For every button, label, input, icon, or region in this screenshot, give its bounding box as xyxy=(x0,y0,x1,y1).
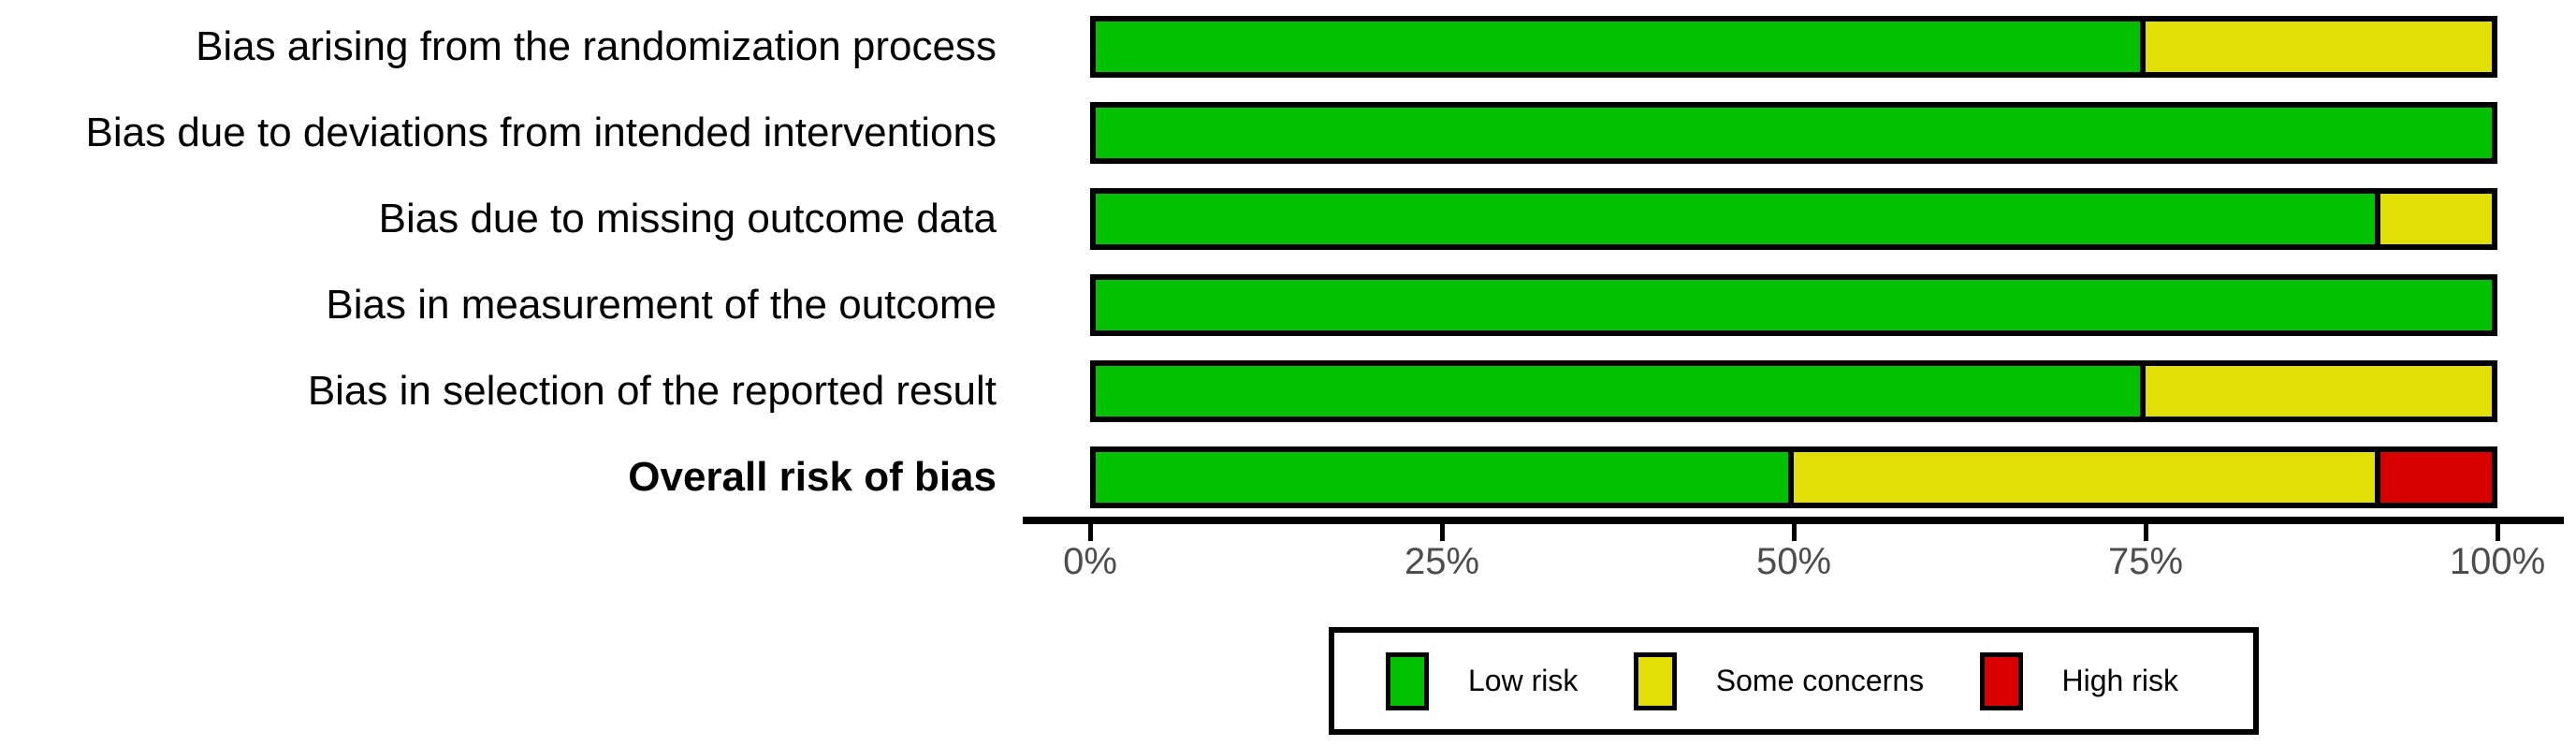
bar-segment-low-risk xyxy=(1090,16,2146,78)
x-tick-label: 25% xyxy=(1404,541,1480,582)
legend-item-high-risk: High risk xyxy=(1979,651,2178,710)
bar-segment-some-concerns xyxy=(2375,188,2497,250)
bar xyxy=(1090,446,2497,508)
bar xyxy=(1090,360,2497,422)
legend-label: High risk xyxy=(2061,664,2178,697)
bar-segment-high-risk xyxy=(2375,446,2497,508)
x-tick-label: 75% xyxy=(2107,541,2184,582)
legend-label: Low risk xyxy=(1468,664,1579,697)
bar-segment-some-concerns xyxy=(1788,446,2381,508)
legend-item-low-risk: Low risk xyxy=(1386,651,1579,710)
legend-swatch-some-concerns xyxy=(1633,651,1677,710)
x-tick-label: 50% xyxy=(1755,541,1832,582)
bar-segment-low-risk xyxy=(1090,188,2381,250)
x-tick xyxy=(2496,520,2500,541)
category-label: Bias due to missing outcome data xyxy=(378,196,997,241)
bar-segment-low-risk xyxy=(1090,274,2497,336)
category-label: Overall risk of bias xyxy=(628,454,997,500)
legend-swatch-low-risk xyxy=(1386,651,1429,710)
bar-segment-low-risk xyxy=(1090,102,2497,164)
legend: Low risk Some concerns High risk xyxy=(1329,627,2259,735)
category-label: Bias in selection of the reported result xyxy=(307,368,997,414)
legend-label: Some concerns xyxy=(1715,664,1925,697)
x-tick xyxy=(1792,520,1797,541)
bar-segment-some-concerns xyxy=(2140,16,2497,78)
bar xyxy=(1090,274,2497,336)
category-label: Bias arising from the randomization proc… xyxy=(196,23,997,69)
x-tick-label: 100% xyxy=(2449,541,2546,582)
bar-segment-low-risk xyxy=(1090,360,2146,422)
x-tick-label: 0% xyxy=(1063,541,1117,582)
x-tick xyxy=(1088,520,1093,541)
bar xyxy=(1090,102,2497,164)
bar-segment-some-concerns xyxy=(2140,360,2497,422)
bar xyxy=(1090,188,2497,250)
bar xyxy=(1090,16,2497,78)
x-tick xyxy=(1440,520,1445,541)
category-label: Bias in measurement of the outcome xyxy=(326,282,997,328)
legend-item-some-concerns: Some concerns xyxy=(1633,651,1925,710)
category-label: Bias due to deviations from intended int… xyxy=(85,110,997,155)
legend-swatch-high-risk xyxy=(1979,651,2023,710)
x-tick xyxy=(2144,520,2148,541)
bar-segment-low-risk xyxy=(1090,446,1794,508)
